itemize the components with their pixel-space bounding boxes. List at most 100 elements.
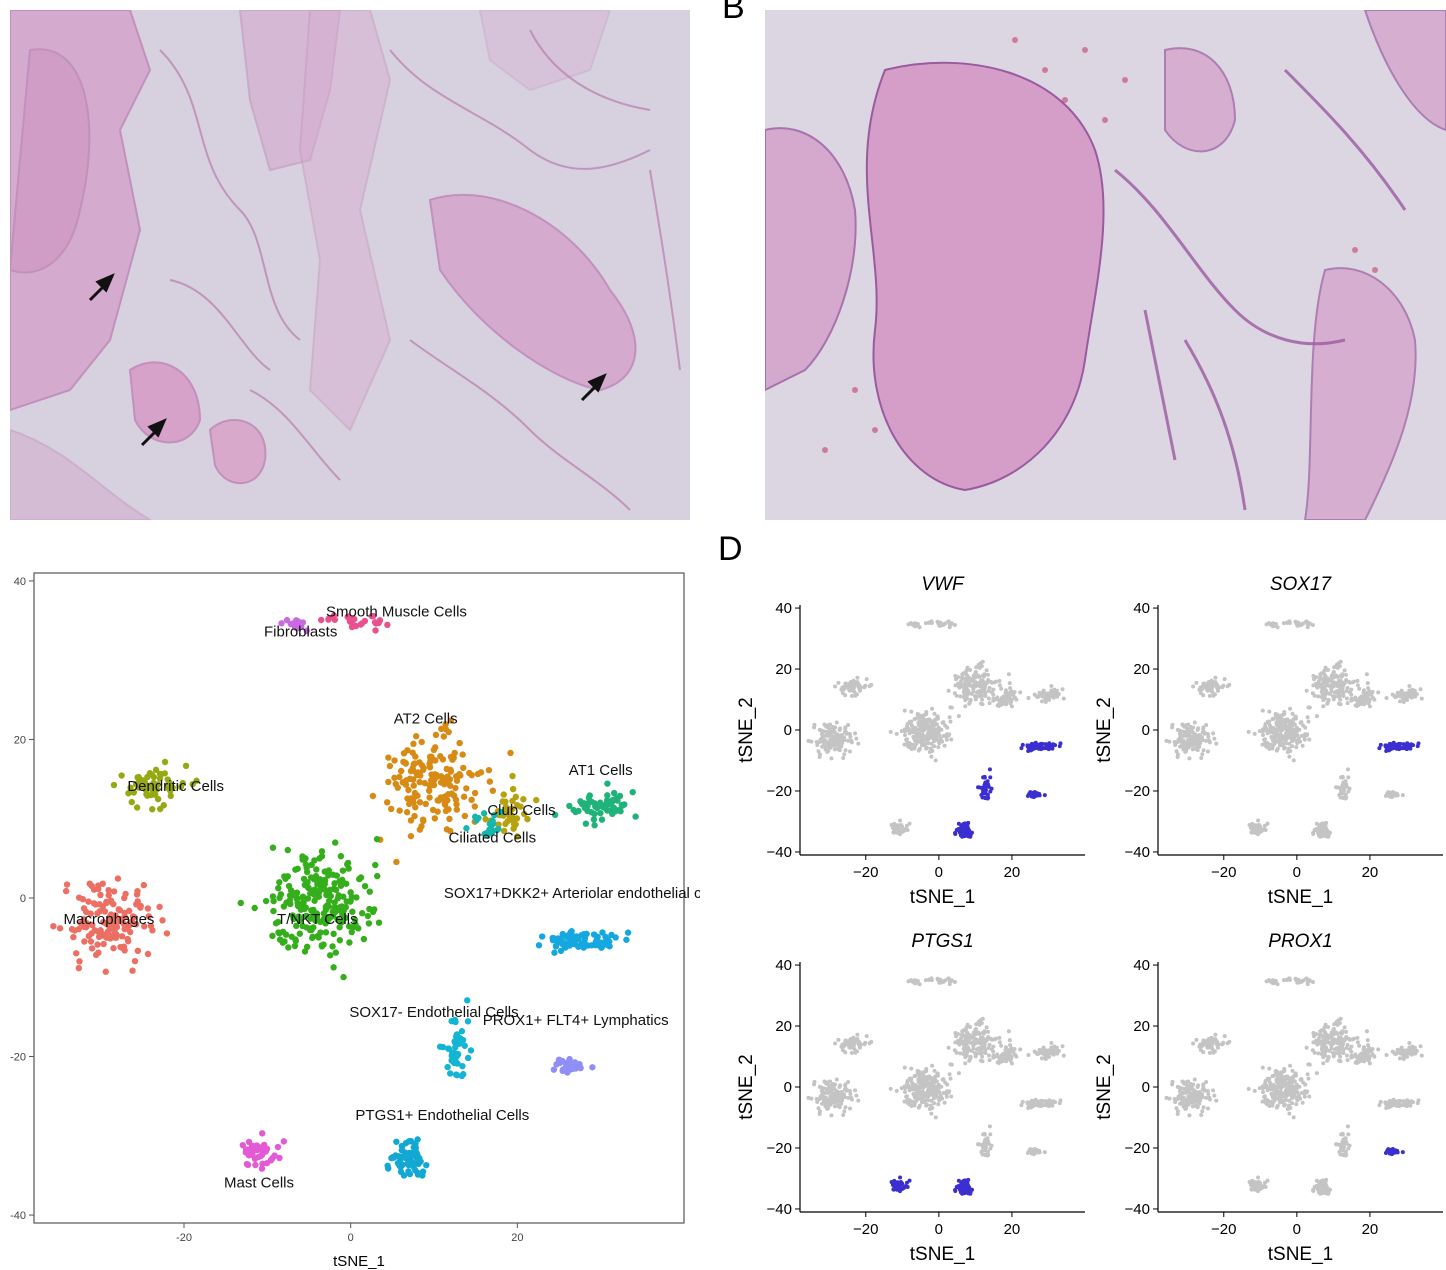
data-point: [269, 1154, 276, 1162]
data-point: [1365, 681, 1370, 686]
data-point: [997, 1035, 1002, 1040]
data-point: [946, 1090, 951, 1095]
data-point: [589, 1064, 596, 1071]
data-point: [397, 767, 405, 775]
data-point: [63, 881, 71, 888]
data-point: [911, 736, 916, 741]
data-point: [1049, 1041, 1054, 1046]
data-point: [1376, 1047, 1381, 1052]
data-point: [416, 826, 424, 833]
data-point: [1345, 1124, 1350, 1129]
data-point: [1400, 1150, 1405, 1155]
histology-b-drawing: [765, 10, 1446, 520]
data-point: [957, 1042, 962, 1047]
data-point: [87, 938, 95, 945]
data-point: [444, 1063, 451, 1071]
data-point: [1331, 680, 1336, 685]
data-point: [1170, 722, 1175, 727]
data-point: [557, 935, 565, 943]
data-point: [923, 621, 928, 626]
data-point: [432, 731, 440, 739]
data-point: [907, 1098, 912, 1103]
data-point: [1204, 723, 1209, 728]
data-point: [439, 775, 447, 782]
data-point: [1304, 1045, 1309, 1050]
data-point: [977, 1031, 982, 1036]
data-point: [116, 906, 124, 914]
data-point: [304, 879, 311, 886]
data-point: [1361, 1045, 1366, 1050]
data-point: [985, 792, 990, 797]
data-point: [841, 755, 846, 760]
data-point: [1341, 1153, 1346, 1158]
data-point: [1045, 742, 1050, 747]
data-point: [1295, 1090, 1300, 1095]
data-point: [1279, 1086, 1284, 1091]
data-point: [1344, 1053, 1349, 1058]
cluster-label: Ciliated Cells: [449, 830, 537, 847]
data-point: [1025, 744, 1030, 749]
data-point: [336, 904, 343, 911]
data-point: [847, 732, 852, 737]
data-point: [855, 680, 860, 685]
data-point: [459, 1062, 466, 1070]
data-point: [912, 717, 917, 722]
y-tick-label: -20: [10, 1052, 26, 1064]
data-point: [1281, 1079, 1286, 1084]
data-point: [969, 683, 974, 688]
data-point: [822, 744, 827, 749]
data-point: [1201, 748, 1206, 753]
data-point: [934, 735, 939, 740]
data-point: [1184, 742, 1189, 747]
data-point: [963, 1061, 968, 1066]
data-point: [1019, 1103, 1024, 1108]
data-point: [1401, 700, 1406, 705]
data-point: [1205, 749, 1210, 754]
data-point: [369, 908, 377, 916]
data-point: [972, 1040, 977, 1045]
data-point: [997, 683, 1002, 688]
data-point: [894, 1088, 899, 1093]
data-point: [495, 821, 502, 828]
data-point: [1042, 793, 1047, 798]
data-point: [1387, 748, 1392, 753]
data-point: [352, 921, 359, 928]
data-point: [249, 1151, 256, 1159]
data-point: [1409, 1099, 1414, 1104]
data-point: [1201, 1105, 1206, 1110]
data-point: [1412, 1051, 1417, 1056]
data-point: [826, 749, 831, 754]
data-point: [937, 1084, 942, 1089]
data-point: [979, 664, 984, 669]
data-point: [946, 976, 951, 981]
data-point: [1195, 1105, 1200, 1110]
data-point: [629, 788, 636, 796]
data-point: [1269, 736, 1274, 741]
data-point: [986, 1046, 991, 1051]
x-axis-label: tSNE_1: [910, 1244, 975, 1265]
data-point: [1336, 1035, 1341, 1040]
data-point: [342, 914, 349, 921]
data-point: [1320, 691, 1325, 696]
data-point: [956, 1032, 961, 1037]
data-point: [1295, 1084, 1300, 1089]
data-point: [259, 1160, 266, 1168]
data-point: [854, 736, 859, 741]
data-point: [405, 786, 412, 794]
data-point: [443, 826, 451, 833]
data-point: [1164, 1095, 1169, 1100]
data-point: [936, 1102, 941, 1107]
data-point: [50, 922, 57, 930]
data-point: [398, 1147, 405, 1154]
y-tick-label: −20: [1125, 783, 1150, 800]
data-point: [1215, 688, 1220, 693]
data-point: [1403, 1099, 1408, 1104]
data-point: [902, 1090, 907, 1095]
data-point: [88, 882, 95, 890]
data-point: [452, 1018, 459, 1026]
data-point: [1367, 692, 1372, 697]
data-point: [1285, 750, 1290, 755]
data-point: [372, 627, 379, 634]
data-point: [1401, 1057, 1406, 1062]
